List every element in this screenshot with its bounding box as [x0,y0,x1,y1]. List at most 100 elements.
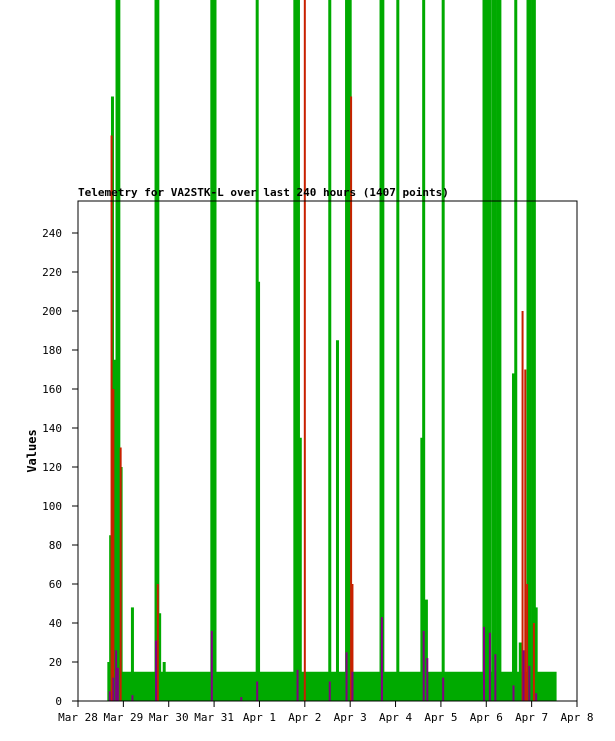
y-tick-label: 160 [42,383,62,396]
data-bar [158,613,162,701]
y-tick-label: 80 [49,539,62,552]
data-bar [426,658,429,701]
data-bar [293,0,297,701]
data-bar [210,0,214,701]
y-tick-label: 240 [42,227,62,240]
data-bar [511,373,515,701]
data-bar [115,0,119,701]
data-bar [240,697,243,701]
data-bar [514,0,518,701]
data-bar [298,437,302,701]
x-tick-label: Apr 8 [560,711,593,724]
data-bar [494,654,497,701]
data-bar [335,340,339,701]
y-tick-label: 0 [55,695,62,708]
y-tick-label: 40 [49,617,62,630]
data-bar [491,0,495,701]
data-bar [496,0,500,701]
data-bar [535,693,538,701]
data-bar [303,0,306,701]
data-bar [156,584,159,701]
data-bar [213,0,217,701]
data-bar [115,650,118,701]
data-bar [396,0,400,701]
data-bar [328,0,332,701]
data-bar [488,0,492,701]
data-bar [532,0,536,701]
x-tick-label: Apr 3 [334,711,367,724]
data-bar [295,0,299,701]
data-bar [488,632,491,701]
data-bar [257,281,261,701]
data-bar [256,681,259,701]
data-bar [493,0,497,701]
data-bar [156,0,160,701]
data-bar [442,677,445,701]
y-tick-label: 220 [42,266,62,279]
data-bar [296,669,299,701]
x-tick-label: Apr 2 [288,711,321,724]
data-bar [112,677,115,701]
data-bar [532,623,535,701]
x-tick-label: Apr 4 [379,711,412,724]
data-bar [483,0,487,701]
data-bar [521,311,524,701]
data-bar [528,0,532,701]
data-bar [131,695,134,701]
data-bar [108,691,111,701]
x-tick-label: Mar 30 [149,711,189,724]
x-tick-label: Mar 29 [103,711,143,724]
chart-title: Telemetry for VA2STK-L over last 240 hou… [78,186,449,199]
data-bar [528,665,531,701]
y-tick-label: 200 [42,305,62,318]
data-bar [441,0,445,701]
y-tick-label: 120 [42,461,62,474]
data-bar [351,671,354,701]
data-bar [154,0,158,701]
x-tick-label: Mar 31 [194,711,234,724]
data-bar [210,630,213,701]
data-bar [130,607,134,701]
data-bar [345,652,348,701]
data-bar [110,135,113,701]
data-bar [518,642,522,701]
x-tick-label: Apr 1 [243,711,276,724]
data-bar [420,437,424,701]
data-bar [512,685,515,701]
data-bar [531,0,535,701]
data-bar [345,0,349,701]
data-bar [522,650,525,701]
data-bar [380,617,383,701]
data-bar [534,607,538,701]
x-tick-label: Apr 5 [424,711,457,724]
data-bar [351,584,354,701]
data-bar [526,0,530,701]
data-bar [424,599,428,701]
x-tick-label: Apr 6 [470,711,503,724]
data-bar [422,630,425,701]
y-tick-label: 100 [42,500,62,513]
data-bar [381,0,385,701]
data-bar [107,662,111,701]
data-bar [526,584,529,701]
data-bar [116,667,119,701]
data-bar [524,369,527,701]
data-bar [155,640,158,701]
y-axis-title: Values [25,429,39,472]
axis-ticks: 0 20 40 60 80 100 120 140 160 180 200 220 240 Mar 28 M… [42,227,593,724]
y-tick-label: 60 [49,578,62,591]
data-bar [162,662,166,701]
data-bar [112,389,115,701]
data-bar [498,0,502,701]
y-tick-label: 20 [49,656,62,669]
plot-frame [77,200,578,702]
data-bar [483,626,486,701]
baseline-band [107,671,557,701]
y-tick-label: 140 [42,422,62,435]
data-bar [117,0,121,701]
data-bars [107,0,557,701]
data-bar [379,0,383,701]
data-bar [119,447,122,701]
x-tick-label: Mar 28 [58,711,98,724]
